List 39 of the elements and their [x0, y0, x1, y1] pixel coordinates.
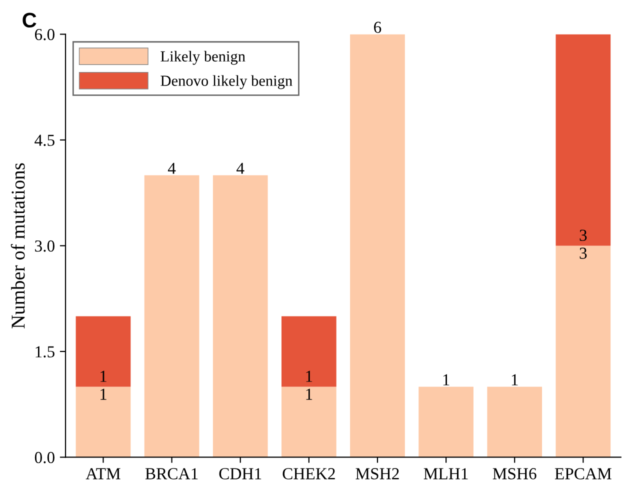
data-label: 6	[374, 22, 382, 33]
bar	[418, 386, 474, 458]
x-tick-label: CDH1	[219, 468, 262, 480]
data-label: 1	[306, 388, 312, 400]
bar	[281, 386, 336, 458]
x-tick-label: EPCAM	[554, 468, 612, 480]
data-label: 1	[100, 370, 106, 382]
legend-label: Denovo likely benign	[160, 75, 292, 90]
x-tick-label: ATM	[86, 468, 120, 480]
bar	[144, 175, 200, 458]
data-label: 1	[443, 374, 450, 386]
bar	[76, 386, 131, 458]
y-tick-label: 1.5	[36, 346, 54, 358]
data-label: 1	[306, 370, 312, 382]
y-tick-label: 0.0	[34, 452, 54, 464]
data-label: 1	[100, 388, 106, 400]
y-axis-title: Number of mutations	[10, 163, 25, 328]
bar	[212, 175, 268, 458]
bar	[350, 34, 405, 458]
y-tick-label: 3.0	[35, 240, 54, 252]
x-tick-label: MSH2	[356, 468, 399, 480]
data-label: 4	[168, 162, 176, 174]
x-tick-label: MSH6	[492, 468, 536, 480]
data-label: 1	[512, 374, 518, 386]
chart-title: C	[22, 12, 36, 28]
bar	[76, 316, 131, 387]
data-label: 3	[580, 230, 587, 241]
x-tick-label: CHEK2	[282, 468, 335, 480]
bar	[556, 34, 611, 246]
data-label: 4	[236, 162, 244, 174]
y-tick-label: 6.0	[34, 28, 54, 40]
legend-label: Likely benign	[160, 50, 246, 65]
x-tick-label: BRCA1	[145, 468, 198, 480]
x-tick-label: MLH1	[424, 468, 468, 480]
bar	[281, 316, 336, 387]
y-tick-label: 4.5	[34, 134, 54, 146]
bar	[556, 246, 611, 458]
data-label: 3	[580, 248, 587, 259]
bar	[487, 386, 542, 458]
